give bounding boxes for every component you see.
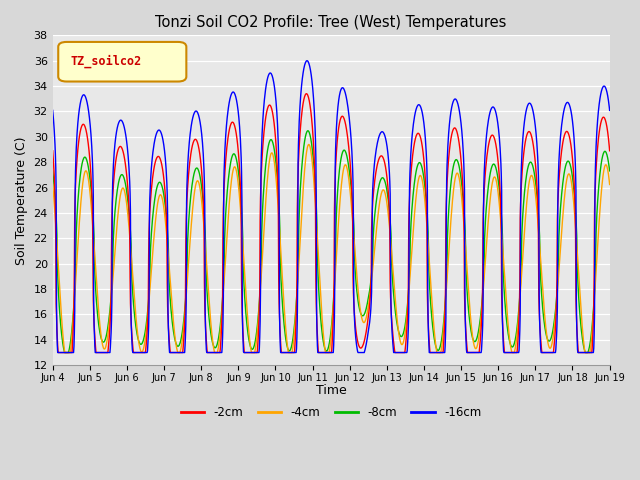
Text: TZ_soilco2: TZ_soilco2 <box>70 55 141 68</box>
FancyBboxPatch shape <box>58 42 186 82</box>
Title: Tonzi Soil CO2 Profile: Tree (West) Temperatures: Tonzi Soil CO2 Profile: Tree (West) Temp… <box>156 15 507 30</box>
Legend: -2cm, -4cm, -8cm, -16cm: -2cm, -4cm, -8cm, -16cm <box>176 401 486 424</box>
X-axis label: Time: Time <box>316 384 346 397</box>
Y-axis label: Soil Temperature (C): Soil Temperature (C) <box>15 136 28 264</box>
